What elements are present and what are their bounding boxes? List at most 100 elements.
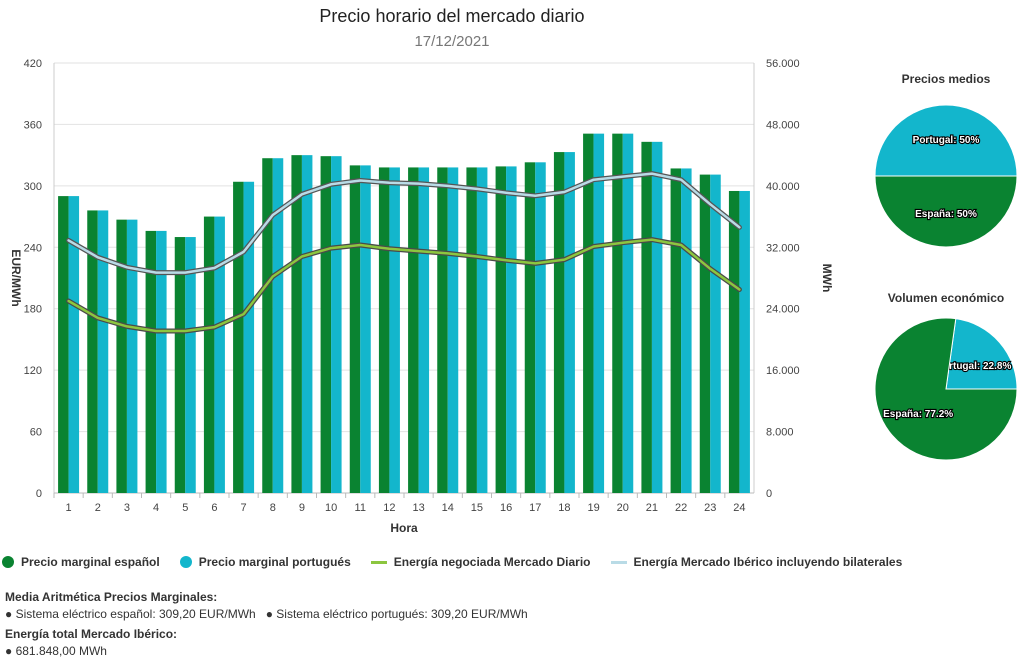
line-iberico-outline bbox=[66, 171, 742, 276]
x-tick-label: 22 bbox=[675, 502, 687, 514]
legend-item-portugal[interactable]: Precio marginal portugués bbox=[179, 555, 351, 569]
chart-legend: Precio marginal español Precio marginal … bbox=[0, 555, 922, 569]
y2-tick-label: 0 bbox=[766, 488, 772, 500]
bar-spain bbox=[349, 165, 361, 493]
x-tick-label: 6 bbox=[211, 502, 217, 514]
y-tick-label: 180 bbox=[24, 304, 42, 316]
chart-title: Precio horario del mercado diario bbox=[319, 6, 585, 26]
pie-precios-slice bbox=[874, 175, 1018, 248]
x-tick-label: 20 bbox=[617, 502, 629, 514]
legend-portugal-marker bbox=[179, 556, 192, 568]
bar-portugal bbox=[126, 219, 138, 493]
bar-portugal bbox=[68, 196, 80, 493]
bar-portugal bbox=[739, 190, 750, 493]
bar-portugal bbox=[447, 167, 459, 493]
bar-spain bbox=[58, 196, 69, 493]
bar-portugal bbox=[506, 166, 517, 493]
y-tick-label: 300 bbox=[24, 181, 42, 193]
y2-tick-label: 40.000 bbox=[766, 181, 800, 193]
bar-spain bbox=[466, 167, 477, 493]
bar-portugal bbox=[360, 165, 371, 493]
x-tick-label: 3 bbox=[124, 502, 130, 514]
line-iberico bbox=[67, 172, 741, 274]
bar-spain bbox=[291, 155, 302, 493]
y-tick-label: 0 bbox=[36, 488, 42, 500]
legend-item-energy[interactable]: Energía negociada Mercado Diario bbox=[370, 555, 591, 569]
bar-portugal bbox=[156, 230, 167, 493]
bar-spain bbox=[203, 216, 215, 494]
bar-spain bbox=[262, 158, 273, 493]
x-tick-label: 1 bbox=[66, 502, 72, 514]
x-tick-label: 16 bbox=[500, 502, 512, 514]
pie-volumen-slice bbox=[945, 318, 1018, 390]
legend-item-iberico[interactable]: Energía Mercado Ibérico incluyendo bilat… bbox=[610, 555, 903, 569]
bar-portugal bbox=[185, 237, 196, 493]
legend-iberico-label: Energía Mercado Ibérico incluyendo bilat… bbox=[633, 555, 903, 569]
bar-spain bbox=[728, 190, 740, 493]
y2-tick-label: 8.000 bbox=[766, 427, 794, 439]
x-tick-label: 11 bbox=[355, 502, 366, 514]
x-tick-label: 15 bbox=[471, 502, 483, 514]
bar-spain bbox=[320, 156, 332, 493]
pie-volumen-slice-label: Portugal: 22.8% bbox=[936, 361, 1011, 372]
pie-precios-slice bbox=[874, 104, 1018, 177]
bar-spain bbox=[378, 167, 390, 493]
bar-spain bbox=[524, 162, 536, 494]
bar-spain bbox=[670, 168, 682, 493]
y-axis-title: EUR/MWh bbox=[9, 249, 23, 306]
bar-portugal bbox=[97, 210, 109, 493]
x-tick-label: 13 bbox=[412, 502, 424, 514]
legend-energy-label: Energía negociada Mercado Diario bbox=[393, 555, 591, 569]
bar-portugal bbox=[214, 216, 225, 494]
bar-portugal bbox=[476, 167, 488, 493]
media-line: ● Sistema eléctrico español: 309,20 EUR/… bbox=[5, 607, 528, 621]
legend-portugal-label: Precio marginal portugués bbox=[198, 555, 351, 569]
energia-heading: Energía total Mercado Ibérico: bbox=[5, 627, 178, 641]
y2-tick-label: 56.000 bbox=[766, 58, 800, 70]
bar-spain bbox=[174, 237, 186, 493]
legend-energy-marker bbox=[370, 560, 387, 564]
bar-spain bbox=[641, 141, 652, 494]
bar-portugal bbox=[710, 174, 721, 493]
x-tick-label: 23 bbox=[704, 502, 716, 514]
bar-spain bbox=[116, 219, 127, 493]
legend-spain-marker bbox=[2, 556, 14, 568]
y-tick-label: 360 bbox=[24, 119, 42, 131]
pie-title-volumen: Volumen económico bbox=[887, 291, 1005, 305]
bar-spain bbox=[233, 181, 244, 493]
bar-portugal bbox=[301, 155, 313, 493]
x-tick-label: 2 bbox=[95, 502, 101, 514]
bar-spain bbox=[553, 152, 565, 494]
bar-portugal bbox=[331, 156, 342, 493]
pie-volumen-slice-label: España: 77.2% bbox=[883, 409, 953, 420]
bar-portugal bbox=[593, 133, 605, 493]
chart-subtitle: 17/12/2021 bbox=[414, 33, 490, 50]
bar-portugal bbox=[681, 168, 692, 493]
x-tick-label: 19 bbox=[587, 502, 599, 514]
bar-portugal bbox=[418, 167, 430, 493]
x-tick-label: 17 bbox=[529, 502, 541, 514]
legend-iberico-marker bbox=[610, 560, 627, 564]
bar-spain bbox=[583, 133, 594, 493]
x-tick-label: 7 bbox=[241, 502, 247, 514]
energia-line: ● 681.848,00 MWh bbox=[5, 644, 107, 658]
y-tick-label: 240 bbox=[24, 242, 42, 254]
bar-spain bbox=[699, 174, 711, 493]
line-energy-outline bbox=[66, 237, 742, 334]
bar-spain bbox=[612, 133, 623, 493]
bar-portugal bbox=[243, 181, 255, 493]
y-tick-label: 120 bbox=[24, 365, 42, 377]
bar-portugal bbox=[651, 141, 663, 494]
x-tick-label: 14 bbox=[442, 502, 454, 514]
legend-item-spain[interactable]: Precio marginal español bbox=[0, 555, 160, 569]
x-tick-label: 18 bbox=[558, 502, 570, 514]
bar-spain bbox=[495, 166, 507, 493]
legend-spain-label: Precio marginal español bbox=[21, 555, 160, 569]
y2-tick-label: 48.000 bbox=[766, 119, 800, 131]
media-heading: Media Aritmética Precios Marginales: bbox=[5, 590, 218, 604]
bar-spain bbox=[408, 167, 419, 493]
bar-spain bbox=[87, 210, 98, 493]
y-tick-label: 60 bbox=[30, 427, 42, 439]
bar-spain bbox=[145, 230, 157, 493]
